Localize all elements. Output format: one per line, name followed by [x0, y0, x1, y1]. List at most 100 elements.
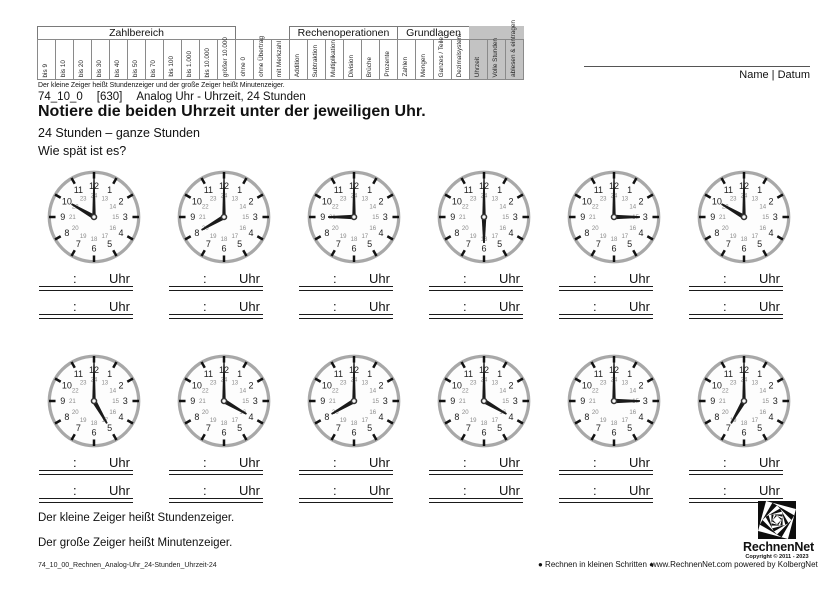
answer-blank[interactable]: : Uhr — [169, 454, 263, 471]
answer-line-2[interactable]: : Uhr — [169, 482, 263, 503]
answer-unit-label: Uhr — [759, 455, 780, 470]
table-criterion-cell: Ganzes / Teile — [433, 37, 452, 80]
svg-text:7: 7 — [206, 423, 211, 433]
answer-blank[interactable]: : Uhr — [39, 298, 133, 315]
answer-blank[interactable]: : Uhr — [689, 298, 783, 315]
svg-text:1: 1 — [367, 369, 372, 379]
answer-blank[interactable]: : Uhr — [689, 482, 783, 499]
answer-line-1[interactable]: : Uhr — [39, 270, 133, 291]
svg-text:21: 21 — [329, 399, 336, 405]
answer-line-1[interactable]: : Uhr — [429, 270, 523, 291]
answer-blank[interactable]: : Uhr — [559, 482, 653, 499]
answer-line-1[interactable]: : Uhr — [689, 454, 783, 475]
svg-text:16: 16 — [109, 410, 116, 416]
answer-line-2[interactable]: : Uhr — [559, 298, 653, 319]
answer-line-1[interactable]: : Uhr — [39, 454, 133, 475]
table-criterion-cell: bis 10 — [55, 39, 74, 80]
svg-text:9: 9 — [190, 396, 195, 406]
answer-line-1[interactable]: : Uhr — [689, 270, 783, 291]
svg-text:19: 19 — [210, 234, 217, 240]
answer-blank[interactable]: : Uhr — [39, 270, 133, 287]
answer-line-2[interactable]: : Uhr — [689, 482, 783, 503]
answer-line-1[interactable]: : Uhr — [559, 270, 653, 291]
svg-text:19: 19 — [470, 418, 477, 424]
svg-text:14: 14 — [629, 204, 636, 210]
answer-blank[interactable]: : Uhr — [429, 454, 523, 471]
answer-line-2[interactable]: : Uhr — [39, 298, 133, 319]
answer-line-1[interactable]: : Uhr — [429, 454, 523, 475]
table-criterion-cell: bis 10.000 — [199, 39, 218, 80]
svg-text:1: 1 — [497, 369, 502, 379]
answer-blank[interactable]: : Uhr — [169, 482, 263, 499]
answer-line-2[interactable]: : Uhr — [169, 298, 263, 319]
answer-colon: : — [723, 299, 727, 314]
svg-text:14: 14 — [239, 204, 246, 210]
answer-line-2[interactable]: : Uhr — [39, 482, 133, 503]
answer-line-1[interactable]: : Uhr — [169, 270, 263, 291]
answer-underline — [39, 499, 133, 503]
svg-text:1: 1 — [237, 185, 242, 195]
svg-text:2: 2 — [769, 197, 774, 207]
analog-clock-face: 113214315416517618719820921102211231224 — [47, 170, 141, 264]
answer-blank[interactable]: : Uhr — [559, 454, 653, 471]
answer-line-1[interactable]: : Uhr — [299, 270, 393, 291]
answer-blank[interactable]: : Uhr — [299, 482, 393, 499]
answer-underline — [39, 471, 133, 475]
answer-blank[interactable]: : Uhr — [559, 270, 653, 287]
answer-line-2[interactable]: : Uhr — [689, 298, 783, 319]
criteria-table: Zahlbereich bis 9 bis 10 bis 20 bis 30 bis 40… — [37, 20, 524, 80]
answer-underline — [39, 287, 133, 291]
answer-line-1[interactable]: : Uhr — [559, 454, 653, 475]
answer-blank[interactable]: : Uhr — [39, 454, 133, 471]
analog-clock-face: 113214315416517618719820921102211231224 — [437, 354, 531, 448]
analog-clock-face: 113214315416517618719820921102211231224 — [437, 170, 531, 264]
clock-cell-r1c2: 113214315416517618719820921102211231224:… — [168, 167, 298, 319]
answer-blank[interactable]: : Uhr — [299, 270, 393, 287]
answer-line-1[interactable]: : Uhr — [299, 454, 393, 475]
svg-text:20: 20 — [592, 226, 599, 232]
answer-underline — [169, 499, 263, 503]
svg-text:19: 19 — [600, 418, 607, 424]
svg-text:23: 23 — [600, 380, 607, 386]
svg-text:11: 11 — [594, 369, 603, 379]
svg-text:6: 6 — [351, 243, 356, 253]
svg-text:4: 4 — [769, 228, 774, 238]
answer-line-2[interactable]: : Uhr — [429, 298, 523, 319]
table-criterion-cell: Uhrzeit — [469, 39, 488, 80]
clock-cell-r1c5: 113214315416517618719820921102211231224:… — [558, 167, 688, 319]
answer-blank[interactable]: : Uhr — [429, 482, 523, 499]
svg-text:2: 2 — [249, 381, 254, 391]
answer-blank[interactable]: : Uhr — [559, 298, 653, 315]
answer-line-2[interactable]: : Uhr — [299, 482, 393, 503]
answer-blank[interactable]: : Uhr — [689, 270, 783, 287]
svg-text:5: 5 — [107, 239, 112, 249]
answer-line-1[interactable]: : Uhr — [169, 454, 263, 475]
svg-text:17: 17 — [361, 234, 368, 240]
name-date-line[interactable] — [584, 66, 810, 67]
answer-blank[interactable]: : Uhr — [39, 482, 133, 499]
table-criterion-cell: bis 100 — [163, 39, 182, 80]
svg-text:21: 21 — [199, 215, 206, 221]
answer-blank[interactable]: : Uhr — [169, 270, 263, 287]
answer-blank[interactable]: : Uhr — [169, 298, 263, 315]
svg-text:6: 6 — [741, 427, 746, 437]
svg-text:6: 6 — [481, 427, 486, 437]
answer-line-2[interactable]: : Uhr — [559, 482, 653, 503]
svg-text:1: 1 — [107, 185, 112, 195]
svg-text:4: 4 — [119, 412, 124, 422]
answer-blank[interactable]: : Uhr — [429, 270, 523, 287]
svg-text:17: 17 — [491, 234, 498, 240]
answer-blank[interactable]: : Uhr — [299, 298, 393, 315]
answer-underline — [559, 499, 653, 503]
answer-blank[interactable]: : Uhr — [689, 454, 783, 471]
svg-text:16: 16 — [369, 226, 376, 232]
svg-text:13: 13 — [101, 196, 108, 202]
svg-text:22: 22 — [202, 388, 209, 394]
answer-blank[interactable]: : Uhr — [429, 298, 523, 315]
answer-line-2[interactable]: : Uhr — [429, 482, 523, 503]
answer-blank[interactable]: : Uhr — [299, 454, 393, 471]
answer-line-2[interactable]: : Uhr — [299, 298, 393, 319]
answer-unit-label: Uhr — [369, 299, 390, 314]
svg-text:3: 3 — [123, 396, 128, 406]
table-criterion-cell: größer 10.000 — [217, 37, 236, 80]
